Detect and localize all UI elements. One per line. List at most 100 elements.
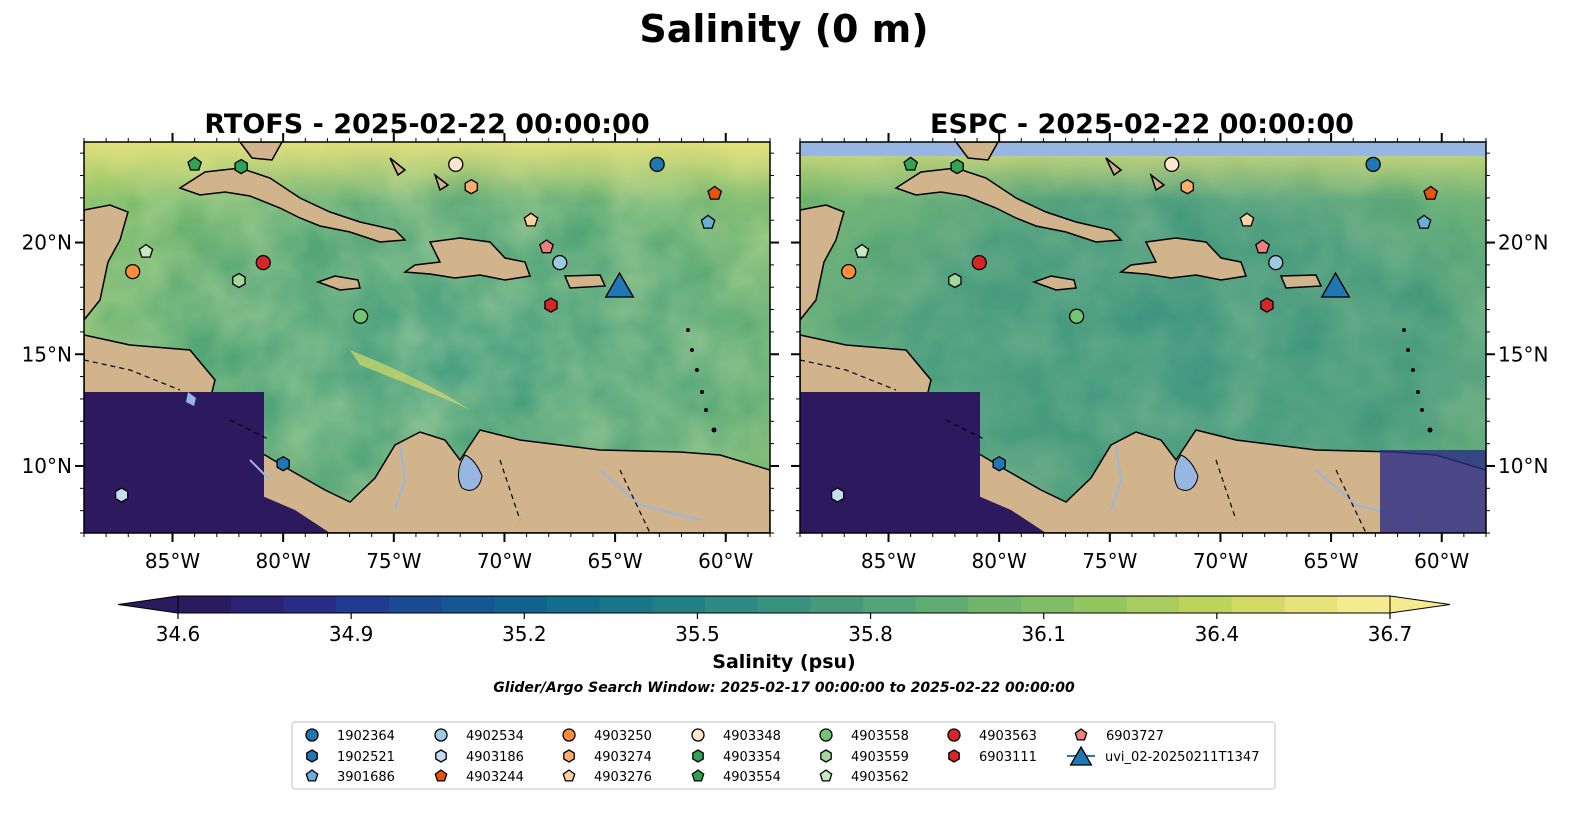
lat-tick-label: 20°N	[22, 231, 72, 255]
lon-tick-label: 65°W	[1303, 549, 1358, 573]
legend: 1902364 1902521 3901686 4902534 4903186 49032…	[305, 728, 1259, 785]
colorbar-tick-label: 35.2	[502, 622, 547, 646]
colorbar-segment	[494, 596, 548, 613]
colorbar-segment	[810, 596, 864, 613]
lon-tick-label: 75°W	[366, 549, 421, 573]
lake-maracaibo	[457, 454, 483, 491]
colorbar-tick-label: 36.7	[1368, 622, 1413, 646]
lat-tick-label: 10°N	[22, 454, 72, 478]
legend-label: 4903562	[851, 770, 909, 785]
colorbar-segment	[757, 596, 811, 613]
legend-marker-4903186	[435, 749, 447, 763]
legend-marker-4903558	[819, 728, 833, 742]
legend-marker-4903276	[562, 769, 576, 782]
legend-label: 4903563	[979, 729, 1037, 744]
colorbar-segment	[283, 596, 337, 613]
legend-marker-3901686	[305, 769, 319, 782]
float-marker-4903559	[232, 272, 246, 289]
float-marker-4903244	[707, 185, 723, 200]
colorbar-segment	[863, 596, 917, 613]
float-marker-1902364	[1365, 156, 1381, 172]
legend-marker-1902364	[305, 728, 319, 742]
legend-label: 4903244	[466, 770, 524, 785]
axis-ticks: 85°W 80°W 75°W 70°W 65°W 60°W 20°N 15°N 10°N 85°W…	[22, 133, 1548, 573]
float-marker-4902534	[552, 255, 568, 271]
lesser-antilles	[1402, 328, 1433, 433]
colorbar-segment	[388, 596, 443, 613]
float-marker-6903111	[544, 297, 558, 313]
legend-label: 1902521	[337, 750, 395, 765]
lat-tick-label: 15°N	[22, 342, 72, 366]
colorbar-segment	[1284, 596, 1338, 613]
legend-marker-4903563	[947, 728, 961, 742]
legend-label: 4903558	[851, 729, 909, 744]
float-marker-3901686	[700, 214, 716, 229]
colorbar-segment	[1231, 596, 1286, 613]
legend-label: 4903250	[594, 729, 652, 744]
float-marker-4902534	[1268, 255, 1284, 271]
float-marker-uvi_02-20250211T1347	[604, 271, 635, 298]
colorbar: 34.6 34.9 35.2 35.5 35.8 36.1 36.4 36.7	[117, 595, 1451, 646]
lake-maracaibo	[1173, 454, 1199, 491]
legend-marker-6903111	[948, 749, 960, 763]
float-marker-4903186	[830, 487, 845, 503]
orinoco-fresh	[1380, 450, 1486, 533]
colorbar-segment	[1337, 596, 1391, 613]
float-marker-uvi_02-20250211T1347	[1320, 271, 1351, 298]
colorbar-extend-low	[117, 595, 179, 614]
float-marker-4903554	[903, 156, 919, 171]
colorbar-segment	[178, 596, 232, 613]
colorbar-label: Salinity (psu)	[712, 651, 855, 673]
colorbar-segment	[336, 596, 390, 613]
colorbar-segment	[441, 596, 495, 613]
map-panel-espc	[800, 142, 1486, 533]
colorbar-segment	[599, 596, 653, 613]
lon-tick-label: 70°W	[1193, 549, 1248, 573]
float-marker-1902521	[276, 455, 290, 472]
legend-label: 4903554	[723, 770, 781, 785]
colorbar-segment	[1126, 596, 1180, 613]
legend-marker-4903348	[691, 728, 705, 742]
float-marker-4903558	[352, 308, 369, 324]
legend-label: 4903186	[466, 750, 524, 765]
legend-label: uvi_02-20250211T1347	[1105, 750, 1259, 765]
float-marker-4903562	[854, 243, 870, 258]
legend-label: 1902364	[337, 729, 395, 744]
legend-marker-4903274	[563, 749, 575, 763]
lat-tick-label: 10°N	[1498, 454, 1548, 478]
legend-marker-4903244	[434, 769, 448, 782]
lake-nicaragua	[186, 392, 196, 406]
colorbar-segment	[1021, 596, 1075, 613]
colorbar-segment	[1179, 596, 1233, 613]
colorbar-tick-label: 35.5	[675, 622, 720, 646]
float-marker-4903554	[187, 156, 203, 171]
map-panel-rtofs	[84, 142, 770, 533]
float-markers-espc	[830, 156, 1439, 503]
legend-label: 3901686	[337, 770, 395, 785]
legend-marker-4902534	[434, 728, 448, 742]
legend-marker-4903559	[820, 749, 832, 763]
colorbar-segment	[915, 596, 970, 613]
float-marker-3901686	[1416, 214, 1432, 229]
legend-label: 4903274	[594, 750, 652, 765]
colorbar-tick-label: 36.1	[1021, 622, 1066, 646]
float-marker-4903250	[125, 263, 141, 280]
lat-tick-label: 15°N	[1498, 342, 1548, 366]
colorbar-tick-label: 34.6	[156, 622, 201, 646]
fresh-north-band	[84, 142, 770, 202]
float-marker-6903111	[1260, 297, 1274, 313]
float-marker-4903562	[138, 243, 154, 258]
legend-label: 4903348	[723, 729, 781, 744]
float-marker-4903274	[464, 178, 478, 195]
float-marker-4903276	[523, 212, 539, 227]
lon-tick-label: 85°W	[861, 549, 916, 573]
lon-tick-label: 80°W	[972, 549, 1027, 573]
float-marker-4903244	[1423, 185, 1439, 200]
colorbar-segment	[704, 596, 759, 613]
panel-title-rtofs: RTOFS - 2025-02-22 00:00:00	[204, 109, 649, 140]
lesser-antilles	[686, 328, 717, 433]
legend-marker-1902521	[306, 749, 318, 763]
float-marker-6903727	[1255, 239, 1270, 254]
colorbar-tick-label: 36.4	[1195, 622, 1240, 646]
